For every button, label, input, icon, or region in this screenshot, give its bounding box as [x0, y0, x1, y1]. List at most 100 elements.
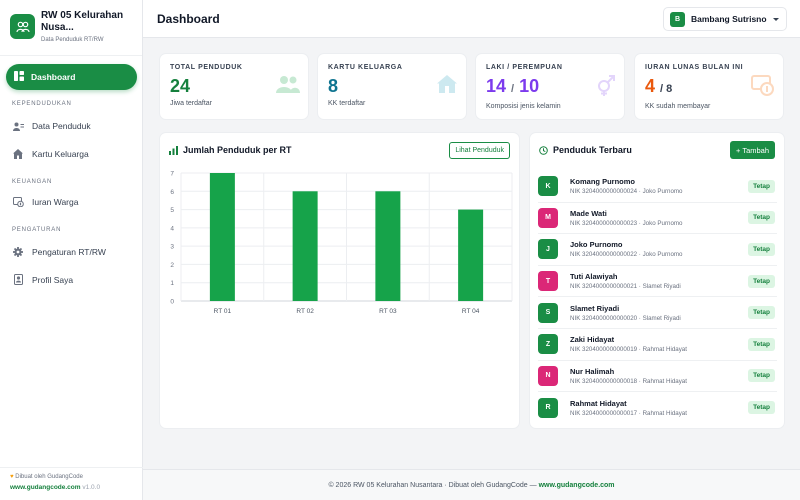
list-item[interactable]: R Rahmat Hidayat NIK 3204000000000017 · Ra…	[538, 392, 777, 424]
user-menu-button[interactable]: B Bambang Sutrisno	[663, 7, 787, 31]
gear-icon	[12, 247, 24, 257]
add-resident-button[interactable]: + Tambah	[729, 141, 775, 159]
sidebar-item-iuran-warga[interactable]: Iuran Warga	[12, 197, 78, 207]
sidebar-item-label: Kartu Keluarga	[32, 149, 89, 159]
house-icon	[436, 74, 458, 99]
stat-label: KARTU KELUARGA	[328, 64, 403, 71]
stat-card-gender: LAKI / PEREMPUAN 14 / 10 Komposisi jenis…	[475, 53, 625, 120]
list-item[interactable]: S Slamet Riyadi NIK 3204000000000020 · Sla…	[538, 297, 777, 329]
list-item[interactable]: T Tuti Alawiyah NIK 3204000000000021 · Sla…	[538, 266, 777, 298]
sidebar-item-label: Iuran Warga	[32, 197, 79, 207]
list-item[interactable]: M Made Wati NIK 3204000000000023 · Joko Pu…	[538, 203, 777, 235]
money-icon	[12, 197, 24, 207]
chart-panel: Jumlah Penduduk per RT Lihat Penduduk 0 1…	[159, 132, 520, 429]
y-tick-label: 1	[170, 280, 174, 287]
avatar: R	[538, 397, 558, 418]
y-tick-label: 3	[170, 244, 174, 251]
resident-name: Tuti Alawiyah	[570, 272, 618, 282]
resident-name: Slamet Riyadi	[570, 303, 620, 313]
topbar: Dashboard B Bambang Sutrisno	[143, 0, 800, 38]
chevron-down-icon	[772, 17, 779, 21]
footer-link[interactable]: www.gudangcode.com	[538, 481, 615, 489]
money-icon	[751, 74, 775, 101]
sidebar-item-label: Data Penduduk	[32, 121, 91, 131]
status-badge: Tetap	[748, 306, 775, 320]
stat-card-kartu-keluarga: KARTU KELUARGA 8 KK terdaftar	[317, 53, 467, 120]
list-item[interactable]: Z Zaki Hidayat NIK 3204000000000019 · Rahm…	[538, 329, 777, 361]
y-tick-label: 5	[170, 207, 174, 214]
avatar: Z	[538, 334, 558, 355]
section-title: PENGATURAN	[12, 227, 62, 233]
page-title: Dashboard	[157, 12, 220, 26]
sidebar-item-kartu-keluarga[interactable]: Kartu Keluarga	[12, 149, 89, 159]
x-tick-label: RT 04	[462, 308, 480, 315]
users-icon	[276, 74, 300, 99]
sidebar-item-label: Dashboard	[31, 72, 76, 82]
avatar: S	[538, 302, 558, 323]
list-item[interactable]: K Komang Purnomo NIK 3204000000000024 · Jo…	[538, 171, 777, 203]
bar	[292, 191, 318, 301]
resident-nik: NIK 3204000000000017 · Rahmat Hidayat	[570, 409, 687, 417]
sidebar-item-label: Profil Saya	[32, 274, 74, 285]
sidebar-item-profil[interactable]: Profil Saya	[12, 274, 73, 285]
sidebar-item-pengaturan[interactable]: Pengaturan RT/RW	[12, 247, 106, 257]
list-item[interactable]: J Joko Purnomo NIK 3204000000000022 · Joko…	[538, 234, 777, 266]
credit-text: Dibuat oleh GudangCode	[15, 474, 83, 480]
bar-chart: 0 1 2 3 4 5 6 7 RT 01 RT 02 RT 03 RT 04	[170, 171, 513, 315]
users-icon	[12, 122, 24, 131]
status-badge: Tetap	[748, 337, 775, 351]
y-tick-label: 0	[170, 299, 174, 306]
clock-icon	[539, 145, 548, 155]
status-badge: Tetap	[748, 179, 775, 193]
y-tick-label: 2	[170, 262, 174, 269]
stat-desc: KK terdaftar	[328, 100, 366, 107]
version-text: v1.0.0	[82, 484, 101, 491]
sidebar: RW 05 Kelurahan Nusa... Data Penduduk RT…	[0, 0, 143, 500]
stat-card-total-penduduk: TOTAL PENDUDUK 24 Jiwa terdaftar	[159, 53, 309, 120]
stat-label: TOTAL PENDUDUK	[170, 64, 243, 71]
bar	[375, 191, 401, 301]
resident-name: Rahmat Hidayat	[570, 398, 627, 408]
avatar: M	[538, 207, 558, 228]
x-tick-label: RT 01	[214, 308, 232, 315]
stat-total: / 8	[660, 83, 673, 95]
avatar: B	[670, 11, 685, 27]
site-link[interactable]: www.gudangcode.com	[10, 484, 81, 491]
sidebar-item-data-penduduk[interactable]: Data Penduduk	[12, 121, 91, 131]
stat-desc: KK sudah membayar	[645, 103, 711, 110]
stat-value-female: 10	[519, 76, 540, 96]
y-tick-label: 7	[170, 171, 174, 178]
section-title: KEPENDUDUKAN	[12, 101, 72, 107]
brand-logo-icon	[10, 14, 35, 39]
status-badge: Tetap	[748, 242, 775, 256]
y-tick-label: 6	[170, 189, 174, 196]
status-badge: Tetap	[748, 369, 775, 383]
sidebar-item-dashboard[interactable]: Dashboard	[6, 64, 137, 90]
brand[interactable]: RW 05 Kelurahan Nusa... Data Penduduk RT…	[0, 0, 142, 56]
resident-nik: NIK 3204000000000019 · Rahmat Hidayat	[570, 346, 687, 354]
house-icon	[12, 149, 24, 159]
stat-card-iuran: IURAN LUNAS BULAN INI 4 / 8 KK sudah mem…	[634, 53, 784, 120]
bar	[209, 173, 235, 301]
resident-nik: NIK 3204000000000018 · Rahmat Hidayat	[570, 377, 687, 385]
resident-list: K Komang Purnomo NIK 3204000000000024 · Jo…	[538, 171, 777, 424]
avatar: J	[538, 239, 558, 260]
avatar: T	[538, 271, 558, 292]
list-item[interactable]: N Nur Halimah NIK 3204000000000018 · Rahma…	[538, 361, 777, 393]
stat-label: IURAN LUNAS BULAN INI	[645, 64, 744, 71]
avatar: N	[538, 365, 558, 386]
stat-value: 4	[645, 76, 656, 96]
view-residents-button[interactable]: Lihat Penduduk	[449, 142, 510, 159]
section-title: KEUANGAN	[12, 179, 53, 185]
stat-label: LAKI / PEREMPUAN	[486, 64, 563, 71]
status-badge: Tetap	[748, 211, 775, 225]
bar-chart-icon	[169, 145, 178, 155]
resident-name: Nur Halimah	[570, 366, 615, 376]
status-badge: Tetap	[748, 401, 775, 415]
gender-icon	[596, 74, 616, 101]
stat-desc: Jiwa terdaftar	[170, 100, 213, 107]
resident-name: Made Wati	[570, 208, 607, 218]
stat-value: 24	[170, 76, 191, 96]
sidebar-footer: ♥ Dibuat oleh GudangCode www.gudangcode.…	[0, 467, 143, 500]
heart-icon: ♥	[10, 474, 14, 480]
